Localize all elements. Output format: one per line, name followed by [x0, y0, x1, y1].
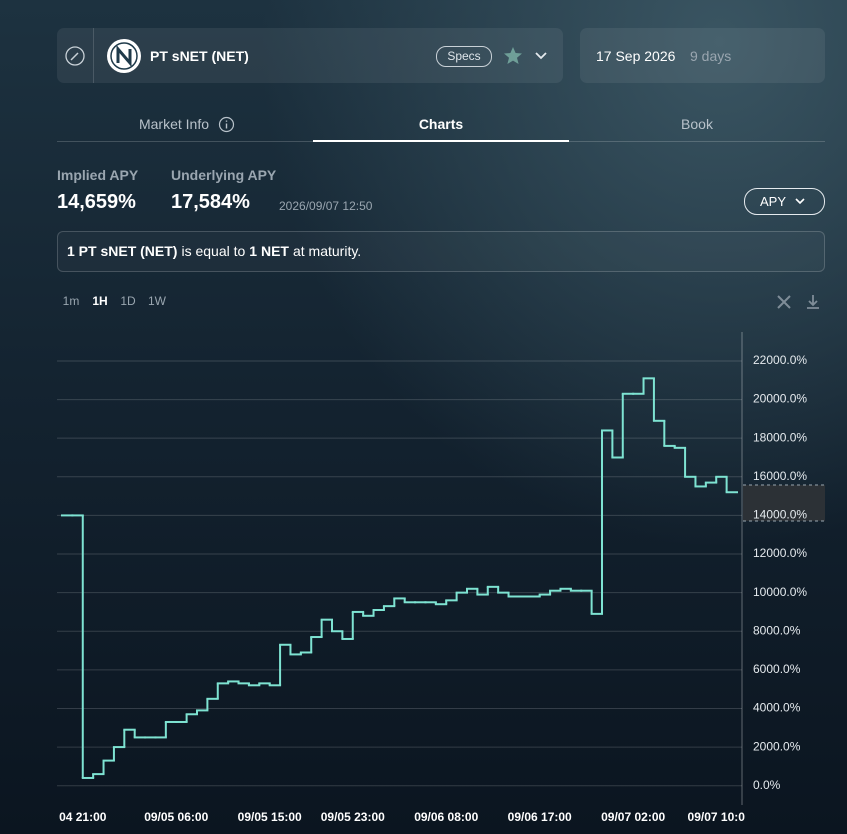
y-tick-label: 22000.0% [753, 353, 807, 367]
tab[interactable]: Market Info [138, 116, 210, 132]
market-card [57, 28, 563, 83]
edit-icon[interactable] [62, 44, 88, 70]
x-tick-label: 09/06 08:00 [414, 810, 478, 824]
specs-button[interactable]: Specs [436, 46, 492, 67]
market-logo [107, 39, 141, 73]
stat-value: 14,659% [57, 191, 136, 213]
y-tick-label: 0.0% [753, 778, 781, 792]
notice-text: at maturity. [292, 243, 362, 259]
notice-text: is equal to [181, 243, 246, 259]
maturity-date: 17 Sep 2026 [596, 48, 676, 64]
y-tick-label: 16000.0% [753, 469, 807, 483]
notice-strong: 1 NET [249, 243, 289, 259]
y-tick-label: 20000.0% [753, 392, 807, 406]
y-tick-label: 10000.0% [753, 585, 807, 599]
y-tick-label: 6000.0% [753, 662, 801, 676]
x-tick-label: 09/05 06:00 [144, 810, 208, 824]
days-left: 9 days [690, 48, 732, 64]
y-tick-label: 18000.0% [753, 430, 807, 444]
maturity-card [580, 28, 825, 83]
timeframe-active[interactable]: 1H [92, 294, 108, 308]
timestamp: 2026/09/07 12:50 [279, 199, 373, 213]
metric-button[interactable] [744, 188, 825, 215]
notice: 1 PT sNET (NET) is equal to 1 NET at maturi… [57, 231, 825, 272]
metric-chevron [795, 198, 805, 205]
stat-label: Underlying APY [171, 167, 277, 183]
stat-label: Implied APY [57, 167, 139, 183]
x-tick-label: 09/06 17:00 [508, 810, 572, 824]
tab[interactable]: Book [681, 116, 713, 132]
tab-active[interactable]: Charts [418, 116, 464, 132]
tab-indicator [313, 140, 569, 142]
timeframe[interactable]: 1D [120, 294, 136, 308]
stat-value: 17,584% [171, 191, 250, 213]
timeframe[interactable]: 1W [148, 294, 166, 308]
price-highlight [743, 485, 825, 521]
metric-label: APY [760, 194, 787, 209]
info-icon[interactable] [218, 116, 235, 133]
y-tick-label: 8000.0% [753, 623, 801, 637]
y-tick-label: 14000.0% [753, 508, 807, 522]
y-tick-label: 12000.0% [753, 546, 807, 560]
x-tick-label: 09/05 23:00 [321, 810, 385, 824]
x-tick-label: 09/07 10:0 [688, 810, 746, 824]
market-name: PT sNET (NET) [150, 48, 249, 64]
timeframe[interactable]: 1m [62, 294, 80, 308]
chart-tools[interactable] [775, 293, 823, 311]
y-tick-label: 2000.0% [753, 739, 801, 753]
x-tick-label: 04 21:00 [59, 810, 107, 824]
x-tick-label: 09/07 02:00 [601, 810, 665, 824]
y-tick-label: 4000.0% [753, 701, 801, 715]
divider [93, 28, 94, 83]
x-tick-label: 09/05 15:00 [238, 810, 302, 824]
favorite-star[interactable] [503, 46, 523, 66]
dropdown-chevron[interactable] [533, 48, 549, 64]
notice-strong: 1 PT sNET (NET) [67, 243, 178, 259]
